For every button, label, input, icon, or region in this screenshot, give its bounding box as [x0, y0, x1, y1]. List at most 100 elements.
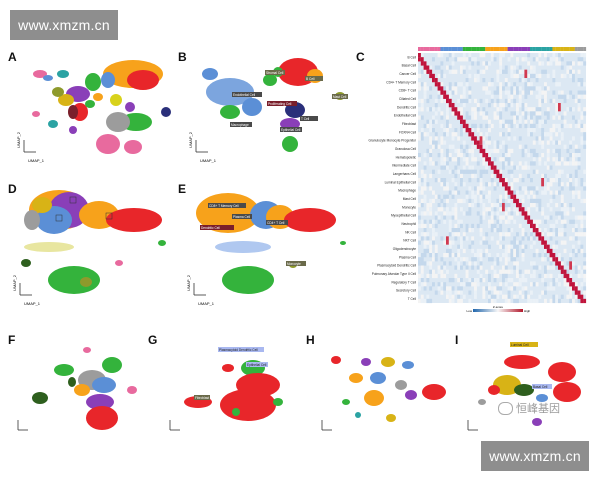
heatmap-cell — [460, 182, 463, 187]
heatmap-cell — [535, 190, 539, 195]
umap-panel-f — [17, 347, 137, 431]
heatmap-cell — [532, 203, 536, 208]
heatmap-cell — [538, 98, 542, 104]
heatmap-cell — [462, 65, 466, 70]
heatmap-cell — [504, 219, 508, 224]
heatmap-cell — [555, 178, 559, 183]
heatmap-cell — [457, 290, 461, 295]
heatmap-cell — [583, 269, 587, 274]
heatmap-cell — [546, 265, 550, 270]
heatmap-cell — [460, 107, 463, 112]
heatmap-high-cell — [544, 244, 547, 249]
heatmap-cell — [437, 144, 441, 149]
heatmap-cell — [440, 115, 444, 120]
heatmap-cell — [418, 223, 421, 229]
heatmap-cell — [471, 228, 475, 233]
heatmap-cell — [577, 103, 581, 108]
heatmap-cell — [569, 178, 573, 183]
heatmap-high-cell — [457, 115, 461, 120]
heatmap-cell — [432, 107, 435, 112]
heatmap-cell — [558, 173, 561, 179]
heatmap-cell — [580, 178, 584, 183]
heatmap-cell — [569, 73, 573, 79]
heatmap-cell — [446, 111, 449, 116]
heatmap-cell — [583, 90, 587, 95]
heatmap-cell — [488, 257, 491, 262]
heatmap-cell — [499, 207, 503, 212]
heatmap-cell — [423, 153, 427, 158]
heatmap-cell — [560, 198, 564, 204]
heatmap-cell — [426, 203, 430, 208]
heatmap-cell — [429, 269, 433, 274]
heatmap-high-cell — [420, 57, 424, 62]
heatmap-cell — [493, 203, 497, 208]
heatmap-cell — [577, 265, 581, 270]
heatmap-cell — [471, 111, 475, 116]
heatmap-cell — [521, 186, 525, 191]
heatmap-row-label: Endothelial Cell — [394, 114, 416, 118]
heatmap-cell — [423, 232, 427, 237]
heatmap-cell — [566, 65, 570, 70]
heatmap-cell — [569, 186, 573, 191]
heatmap-cell — [555, 190, 559, 195]
heatmap-cell — [468, 57, 472, 62]
heatmap-cell — [479, 190, 483, 195]
heatmap-cell — [546, 273, 550, 279]
heatmap-cell — [496, 73, 500, 79]
heatmap-cell — [457, 219, 461, 224]
heatmap-cell — [465, 269, 469, 274]
heatmap-cell — [440, 148, 444, 154]
heatmap-cell — [535, 78, 539, 83]
heatmap-cell — [560, 257, 564, 262]
heatmap-cell — [563, 119, 567, 124]
heatmap-cell — [420, 265, 424, 270]
heatmap-cell — [577, 298, 581, 304]
heatmap-cell — [560, 65, 564, 70]
watermark-top: www.xmzm.cn — [10, 10, 118, 40]
heatmap-cell — [496, 98, 500, 104]
heatmap-cell — [446, 186, 449, 191]
heatmap-cell — [504, 211, 508, 216]
heatmap-cell — [518, 269, 522, 274]
heatmap-cell — [429, 244, 433, 249]
heatmap-row-label: Macrophage — [398, 189, 416, 193]
heatmap-cell — [580, 219, 584, 224]
heatmap-cell — [507, 169, 511, 174]
heatmap-cell — [577, 148, 581, 154]
heatmap-cell — [518, 144, 522, 149]
heatmap-cell — [549, 165, 553, 170]
heatmap-cell — [440, 153, 444, 158]
heatmap-cell — [426, 132, 430, 137]
heatmap-cell — [538, 107, 542, 112]
heatmap-cell — [502, 236, 505, 241]
heatmap-cell — [437, 269, 441, 274]
heatmap-cell — [465, 161, 469, 166]
heatmap-cell — [476, 278, 480, 283]
heatmap-cell — [504, 273, 508, 279]
heatmap-cell — [488, 61, 491, 66]
heatmap-high-cell — [502, 203, 505, 212]
heatmap-cell — [420, 236, 424, 241]
heatmap-cell — [574, 98, 578, 104]
heatmap-cell — [499, 198, 503, 204]
heatmap-cell — [518, 194, 522, 199]
heatmap-strip-cell — [583, 47, 587, 51]
heatmap-cell — [516, 273, 519, 279]
heatmap-cell — [471, 123, 475, 129]
heatmap-cell — [516, 190, 519, 195]
heatmap-cell — [569, 123, 573, 129]
heatmap-cell — [510, 86, 514, 91]
heatmap-cell — [574, 294, 578, 299]
heatmap-cell — [577, 123, 581, 129]
heatmap-cell — [476, 61, 480, 66]
heatmap-cell — [418, 115, 421, 120]
heatmap-cell — [560, 203, 564, 208]
heatmap-cell — [493, 57, 497, 62]
heatmap-cell — [532, 65, 536, 70]
heatmap-cell — [544, 298, 547, 304]
heatmap-cell — [535, 219, 539, 224]
heatmap-high-cell — [468, 128, 472, 133]
heatmap-strip-cell — [443, 47, 447, 51]
heatmap-cell — [418, 240, 421, 245]
heatmap-cell — [462, 165, 466, 170]
